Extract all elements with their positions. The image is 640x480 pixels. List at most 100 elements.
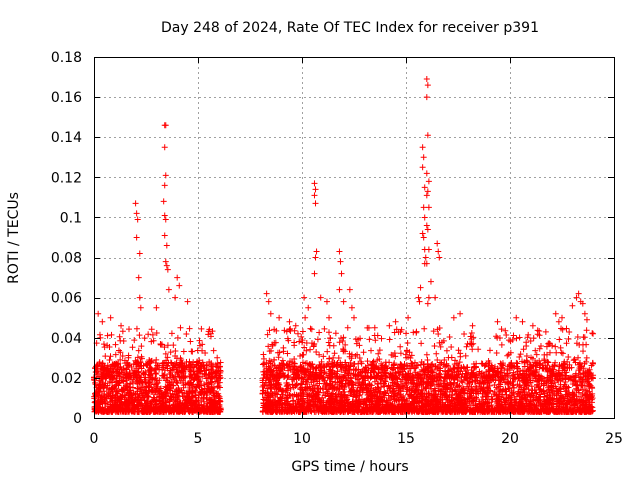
data-point [450, 365, 457, 372]
data-point [421, 391, 428, 398]
data-point [389, 379, 396, 386]
data-point [513, 393, 520, 400]
data-point [137, 374, 144, 381]
data-point [555, 367, 562, 374]
data-point [104, 407, 111, 414]
data-point [200, 381, 207, 388]
data-point [321, 380, 327, 387]
data-point [410, 399, 417, 406]
data-point [386, 359, 393, 366]
data-point [141, 335, 148, 342]
data-point [368, 382, 375, 389]
data-point [217, 359, 224, 366]
data-point [259, 390, 266, 397]
data-point [302, 384, 309, 391]
data-point [150, 394, 157, 401]
data-point [291, 408, 298, 415]
data-point [583, 358, 590, 365]
data-point [471, 378, 478, 385]
data-point [500, 408, 507, 415]
data-point [194, 405, 201, 412]
data-point [564, 393, 571, 400]
data-point [527, 396, 534, 403]
data-point [259, 377, 266, 384]
data-point [132, 390, 139, 397]
data-point [129, 405, 136, 412]
data-point [452, 396, 459, 403]
data-point [159, 360, 166, 367]
data-point [366, 404, 373, 411]
data-point [431, 401, 438, 408]
data-point [553, 396, 560, 403]
data-point [161, 344, 168, 351]
data-point [324, 390, 331, 397]
data-point [477, 403, 484, 410]
data-point [214, 379, 221, 386]
data-point [569, 392, 576, 399]
data-point [159, 395, 166, 402]
data-point [269, 401, 276, 408]
data-point [467, 393, 474, 400]
data-point [396, 397, 403, 404]
data-point [310, 390, 317, 397]
data-point [473, 360, 480, 367]
data-point [297, 385, 304, 392]
data-point [154, 391, 161, 398]
data-point [484, 381, 491, 388]
data-point [107, 366, 114, 373]
data-point [515, 365, 522, 372]
data-point [339, 394, 346, 401]
data-point [454, 384, 461, 391]
data-point [160, 403, 167, 410]
data-point [426, 394, 433, 401]
data-point [408, 380, 415, 387]
data-point [318, 358, 325, 365]
data-point [460, 408, 467, 415]
data-point [112, 341, 119, 348]
data-point [286, 401, 293, 408]
data-point [285, 408, 292, 415]
data-point [518, 407, 525, 414]
data-point [102, 353, 109, 360]
data-point [206, 396, 213, 403]
data-point [284, 392, 291, 399]
data-point [425, 380, 432, 387]
data-point [472, 386, 479, 393]
data-point [375, 401, 382, 408]
data-point [109, 408, 116, 415]
data-point [136, 332, 143, 339]
data-point [382, 390, 389, 397]
data-point [331, 404, 338, 411]
data-point [385, 382, 392, 389]
data-point [479, 390, 486, 397]
data-point [563, 393, 570, 400]
data-point [573, 381, 580, 388]
data-point [514, 371, 521, 378]
data-point [213, 363, 220, 370]
data-point [112, 351, 119, 358]
data-point [297, 405, 304, 412]
data-point [376, 407, 383, 414]
data-point [357, 384, 364, 391]
data-point [122, 382, 129, 389]
data-point [198, 363, 205, 370]
data-point [284, 381, 291, 388]
data-point [330, 390, 337, 397]
data-point [210, 398, 217, 405]
data-point [351, 402, 358, 409]
data-point [196, 337, 203, 344]
data-point [151, 406, 158, 413]
data-point [215, 383, 222, 390]
data-point [404, 408, 411, 415]
data-point [516, 399, 523, 406]
data-point [132, 357, 139, 364]
data-point [350, 384, 357, 391]
data-point [152, 388, 159, 395]
data-point [402, 404, 409, 411]
data-point [290, 384, 297, 391]
data-point [319, 385, 326, 392]
data-point [569, 408, 576, 415]
data-point [135, 402, 142, 409]
data-point [480, 388, 487, 395]
